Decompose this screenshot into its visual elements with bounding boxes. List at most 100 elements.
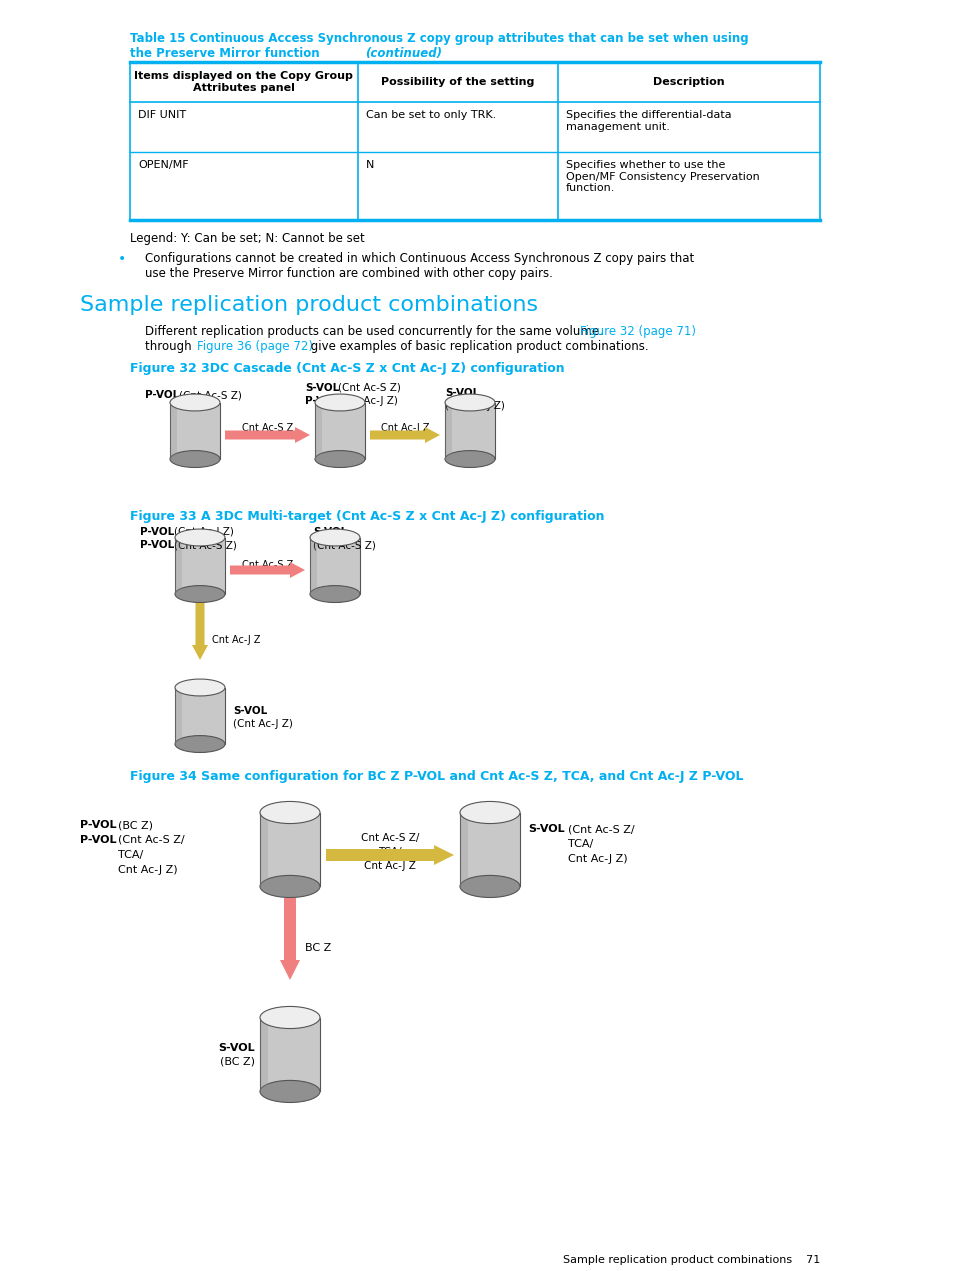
Ellipse shape [314, 394, 365, 411]
Text: S-VOL: S-VOL [313, 527, 347, 538]
Ellipse shape [260, 876, 319, 897]
Text: Figure 32 (page 71): Figure 32 (page 71) [579, 325, 696, 338]
Text: give examples of basic replication product combinations.: give examples of basic replication produ… [307, 341, 648, 353]
Bar [314, 403, 322, 459]
Text: S-VOL: S-VOL [305, 383, 339, 393]
Text: S-VOL: S-VOL [233, 705, 267, 716]
Text: Figure 34 Same configuration for BC Z P-VOL and Cnt Ac-S Z, TCA, and Cnt Ac-J Z : Figure 34 Same configuration for BC Z P-… [130, 770, 742, 783]
Bar [170, 403, 220, 459]
Text: Cnt Ac-S Z: Cnt Ac-S Z [242, 561, 293, 569]
Text: Cnt Ac-J Z): Cnt Ac-J Z) [118, 866, 177, 874]
Text: P-VOL: P-VOL [305, 397, 339, 405]
Bar [260, 1018, 319, 1092]
Text: Figure 33 A 3DC Multi-target (Cnt Ac-S Z x Cnt Ac-J Z) configuration: Figure 33 A 3DC Multi-target (Cnt Ac-S Z… [130, 510, 604, 522]
Bar [310, 538, 359, 594]
Text: Figure 32 3DC Cascade (Cnt Ac-S Z x Cnt Ac-J Z) configuration: Figure 32 3DC Cascade (Cnt Ac-S Z x Cnt … [130, 362, 564, 375]
Text: (Cnt Ac-J Z): (Cnt Ac-J Z) [444, 400, 504, 411]
Text: S-VOL: S-VOL [444, 388, 478, 398]
Ellipse shape [170, 451, 220, 468]
Text: the Preserve Mirror function: the Preserve Mirror function [130, 47, 323, 60]
FancyArrow shape [225, 427, 310, 444]
Text: Cnt Ac-S Z/: Cnt Ac-S Z/ [360, 833, 418, 843]
Text: S-VOL: S-VOL [218, 1043, 254, 1052]
Text: Can be set to only TRK.: Can be set to only TRK. [365, 111, 496, 119]
Text: S-VOL: S-VOL [527, 824, 564, 834]
Bar [260, 812, 319, 886]
Text: DIF UNIT: DIF UNIT [138, 111, 186, 119]
FancyArrow shape [326, 845, 454, 866]
Ellipse shape [174, 529, 225, 547]
Text: Cnt Ac-J Z: Cnt Ac-J Z [364, 860, 416, 871]
Text: Cnt Ac-J Z: Cnt Ac-J Z [380, 423, 429, 433]
Bar [174, 538, 225, 594]
FancyArrow shape [370, 427, 439, 444]
Text: Specifies the differential-data
management unit.: Specifies the differential-data manageme… [565, 111, 731, 132]
FancyArrow shape [230, 562, 305, 578]
Text: P-VOL: P-VOL [140, 540, 174, 550]
Bar [174, 688, 182, 744]
Text: BC Z: BC Z [305, 943, 331, 953]
Text: through: through [145, 341, 195, 353]
Text: use the Preserve Mirror function are combined with other copy pairs.: use the Preserve Mirror function are com… [145, 267, 553, 280]
Text: (Cnt Ac-J Z): (Cnt Ac-J Z) [233, 719, 293, 730]
Ellipse shape [459, 802, 519, 824]
Text: Items displayed on the Copy Group
Attributes panel: Items displayed on the Copy Group Attrib… [134, 71, 353, 93]
Text: Possibility of the setting: Possibility of the setting [380, 78, 534, 86]
Ellipse shape [260, 1007, 319, 1028]
Text: (Cnt Ac-S Z/: (Cnt Ac-S Z/ [118, 835, 185, 845]
Text: Figure 36 (page 72): Figure 36 (page 72) [196, 341, 313, 353]
Text: OPEN/MF: OPEN/MF [138, 160, 189, 170]
FancyArrow shape [192, 602, 208, 660]
Text: P-VOL: P-VOL [145, 390, 179, 400]
Text: (continued): (continued) [365, 47, 441, 60]
Ellipse shape [310, 586, 359, 602]
Bar [310, 538, 316, 594]
Text: P-VOL: P-VOL [140, 527, 174, 538]
Text: Cnt Ac-S Z: Cnt Ac-S Z [242, 423, 293, 433]
Text: (Cnt Ac-S Z): (Cnt Ac-S Z) [173, 540, 236, 550]
Text: Table 15 Continuous Access Synchronous Z copy group attributes that can be set w: Table 15 Continuous Access Synchronous Z… [130, 32, 748, 44]
Ellipse shape [170, 394, 220, 411]
Bar [260, 812, 268, 886]
Text: Specifies whether to use the
Open/MF Consistency Preservation
function.: Specifies whether to use the Open/MF Con… [565, 160, 759, 193]
Text: (BC Z): (BC Z) [220, 1057, 254, 1066]
Text: (Cnt Ac-S Z): (Cnt Ac-S Z) [179, 390, 242, 400]
Text: TCA/: TCA/ [567, 839, 593, 849]
Bar [174, 688, 225, 744]
Ellipse shape [310, 529, 359, 547]
Text: (BC Z): (BC Z) [118, 820, 152, 830]
Bar [459, 812, 468, 886]
Text: (Cnt Ac-S Z): (Cnt Ac-S Z) [313, 540, 375, 550]
Text: Description: Description [653, 78, 724, 86]
Ellipse shape [444, 451, 495, 468]
Ellipse shape [444, 394, 495, 411]
Text: P-VOL: P-VOL [80, 835, 116, 845]
Ellipse shape [260, 1080, 319, 1102]
Text: TCA/: TCA/ [377, 846, 401, 857]
Text: Cnt Ac-J Z: Cnt Ac-J Z [212, 636, 260, 644]
Text: Different replication products can be used concurrently for the same volume.: Different replication products can be us… [145, 325, 606, 338]
Text: Configurations cannot be created in which Continuous Access Synchronous Z copy p: Configurations cannot be created in whic… [145, 252, 694, 264]
Text: •: • [118, 252, 126, 266]
Bar [444, 403, 495, 459]
Ellipse shape [459, 876, 519, 897]
Bar [314, 403, 365, 459]
Text: P-VOL: P-VOL [80, 820, 116, 830]
FancyArrow shape [280, 899, 299, 980]
Bar [459, 812, 519, 886]
Text: Sample replication product combinations: Sample replication product combinations [80, 295, 537, 315]
Bar [260, 1018, 268, 1092]
Text: (Cnt Ac-S Z): (Cnt Ac-S Z) [337, 383, 400, 393]
Bar [444, 403, 452, 459]
Text: (Cnt Ac-S Z/: (Cnt Ac-S Z/ [567, 824, 634, 834]
Ellipse shape [174, 736, 225, 752]
Text: N: N [365, 160, 374, 170]
Text: Legend: Y: Can be set; N: Cannot be set: Legend: Y: Can be set; N: Cannot be set [130, 233, 364, 245]
Text: (Cnt Ac-J Z): (Cnt Ac-J Z) [173, 527, 233, 538]
Ellipse shape [314, 451, 365, 468]
Text: (Cnt Ac-J Z): (Cnt Ac-J Z) [337, 397, 397, 405]
Text: Cnt Ac-J Z): Cnt Ac-J Z) [567, 854, 627, 864]
Text: Sample replication product combinations    71: Sample replication product combinations … [562, 1254, 820, 1265]
Text: TCA/: TCA/ [118, 850, 143, 860]
Ellipse shape [174, 586, 225, 602]
